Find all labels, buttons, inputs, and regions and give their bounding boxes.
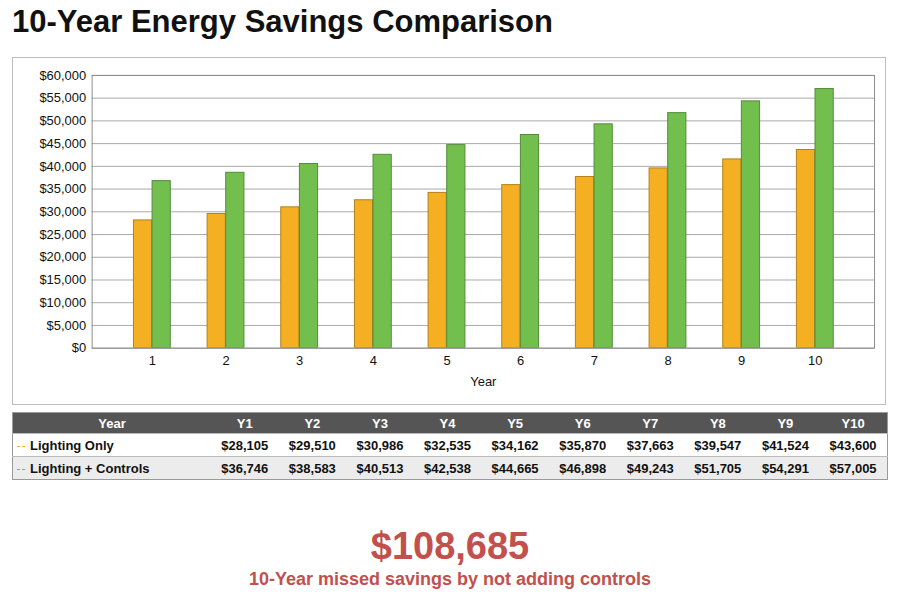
- svg-text:$30,000: $30,000: [39, 204, 86, 219]
- html-text:Y1: Y1: [236, 415, 253, 431]
- html-text:$41,524: $41,524: [761, 437, 809, 453]
- html-text:$42,538: $42,538: [424, 460, 471, 476]
- html-text:Y10: Y10: [841, 415, 865, 431]
- html-text:$43,600: $43,600: [829, 437, 877, 453]
- html-text:$30,986: $30,986: [356, 437, 404, 453]
- html-text:$57,005: $57,005: [829, 460, 877, 476]
- html-text:Y2: Y2: [304, 415, 321, 431]
- svg-text:$55,000: $55,000: [39, 90, 86, 105]
- html-text:Y8: Y8: [709, 415, 726, 431]
- html-text:Year: Year: [98, 415, 126, 431]
- svg-text:$5,000: $5,000: [47, 318, 87, 333]
- html-text:Y6: Y6: [574, 415, 591, 431]
- svg-text:$10,000: $10,000: [39, 295, 86, 310]
- svg-text:$45,000: $45,000: [39, 136, 86, 151]
- html-text:Y9: Y9: [777, 415, 794, 431]
- html-text:$54,291: $54,291: [761, 460, 809, 476]
- svg-text:$60,000: $60,000: [39, 68, 86, 83]
- svg-text:4: 4: [370, 353, 377, 368]
- html-text:$49,243: $49,243: [626, 460, 674, 476]
- svg-text:2: 2: [222, 353, 229, 368]
- html-text:10-Year Energy Savings Compari: 10-Year Energy Savings Comparison: [12, 4, 553, 39]
- svg-text:$35,000: $35,000: [39, 181, 86, 196]
- svg-text:$15,000: $15,000: [39, 272, 86, 287]
- svg-text:10: 10: [808, 353, 822, 368]
- html-text:$32,535: $32,535: [424, 437, 471, 453]
- html-text:$28,105: $28,105: [221, 437, 269, 453]
- svg-text:7: 7: [591, 353, 598, 368]
- html-text:$44,665: $44,665: [491, 460, 539, 476]
- svg-text:$50,000: $50,000: [39, 113, 86, 128]
- html-text:10-Year missed savings by not: 10-Year missed savings by not adding con…: [248, 569, 652, 589]
- html-text:Y4: Y4: [439, 415, 456, 431]
- html-text:Y7: Y7: [642, 415, 659, 431]
- svg-text:3: 3: [296, 353, 303, 368]
- html-text:$37,663: $37,663: [626, 437, 674, 453]
- html-text:$40,513: $40,513: [356, 460, 404, 476]
- svg-text:$25,000: $25,000: [39, 227, 86, 242]
- svg-text:8: 8: [664, 353, 671, 368]
- svg-text:6: 6: [517, 353, 524, 368]
- html-text:Y5: Y5: [507, 415, 523, 431]
- html-text:$51,705: $51,705: [694, 460, 742, 476]
- html-text:$108,685: $108,685: [370, 525, 530, 567]
- html-text:$39,547: $39,547: [694, 437, 742, 453]
- svg-text:Year: Year: [470, 374, 497, 389]
- html-text:Y3: Y3: [372, 415, 388, 431]
- svg-text:9: 9: [738, 353, 745, 368]
- html-text:Lighting Only: Lighting Only: [30, 437, 114, 453]
- svg-text:$20,000: $20,000: [39, 249, 86, 264]
- html-text:$35,870: $35,870: [559, 437, 607, 453]
- html-text:$36,746: $36,746: [221, 460, 269, 476]
- svg-text:5: 5: [443, 353, 450, 368]
- svg-text:$0: $0: [72, 340, 86, 355]
- svg-text:1: 1: [149, 353, 156, 368]
- html-text:$29,510: $29,510: [288, 437, 336, 453]
- html-text:$38,583: $38,583: [288, 460, 336, 476]
- svg-text:$40,000: $40,000: [39, 158, 86, 173]
- html-text:Lighting + Controls: Lighting + Controls: [30, 460, 150, 476]
- html-text:$34,162: $34,162: [491, 437, 539, 453]
- html-text:$46,898: $46,898: [559, 460, 607, 476]
